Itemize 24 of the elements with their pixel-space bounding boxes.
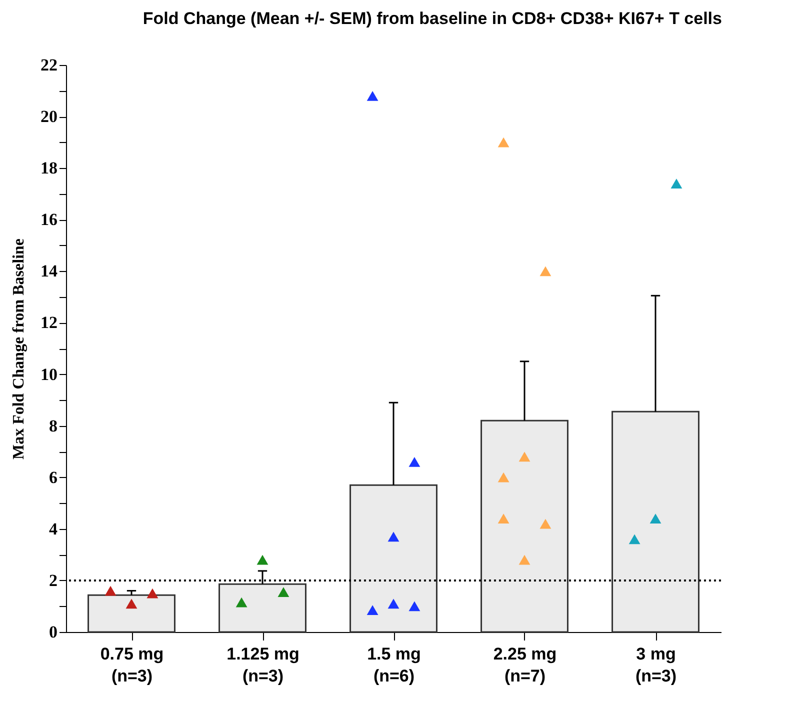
y-tick-label: 14 [40, 262, 58, 281]
y-tick-label: 20 [40, 107, 58, 126]
y-tick-label: 2 [49, 570, 58, 590]
x-tick-label: 0.75 mg (n=3) [100, 644, 164, 686]
chart-title: Fold Change (Mean +/- SEM) from baseline in CD8+ CD38+ KI67+ T cells [142, 9, 722, 28]
x-tick-label: 3 mg (n=3) [635, 644, 677, 686]
bar [350, 484, 438, 633]
y-tick-label: 10 [40, 364, 58, 384]
bar [218, 583, 306, 633]
x-tick-label: 2.25 mg (n=7) [493, 644, 557, 686]
bar [480, 420, 568, 633]
x-tick-label: 1.5 mg (n=6) [367, 644, 421, 686]
y-tick-label: 18 [40, 158, 58, 178]
y-tick-label: 12 [40, 313, 58, 332]
y-axis-title: Max Fold Change from Baseline [10, 238, 28, 460]
x-tick-label: 1.125 mg (n=3) [226, 644, 300, 686]
y-tick-label: 6 [49, 468, 58, 487]
bar [88, 594, 176, 633]
y-tick-label: 0 [49, 622, 58, 642]
y-tick-label: 8 [49, 416, 58, 436]
bar [612, 410, 700, 633]
y-tick-label: 16 [40, 210, 58, 230]
y-tick-label: 4 [49, 519, 58, 538]
y-tick-label: 22 [40, 56, 58, 74]
